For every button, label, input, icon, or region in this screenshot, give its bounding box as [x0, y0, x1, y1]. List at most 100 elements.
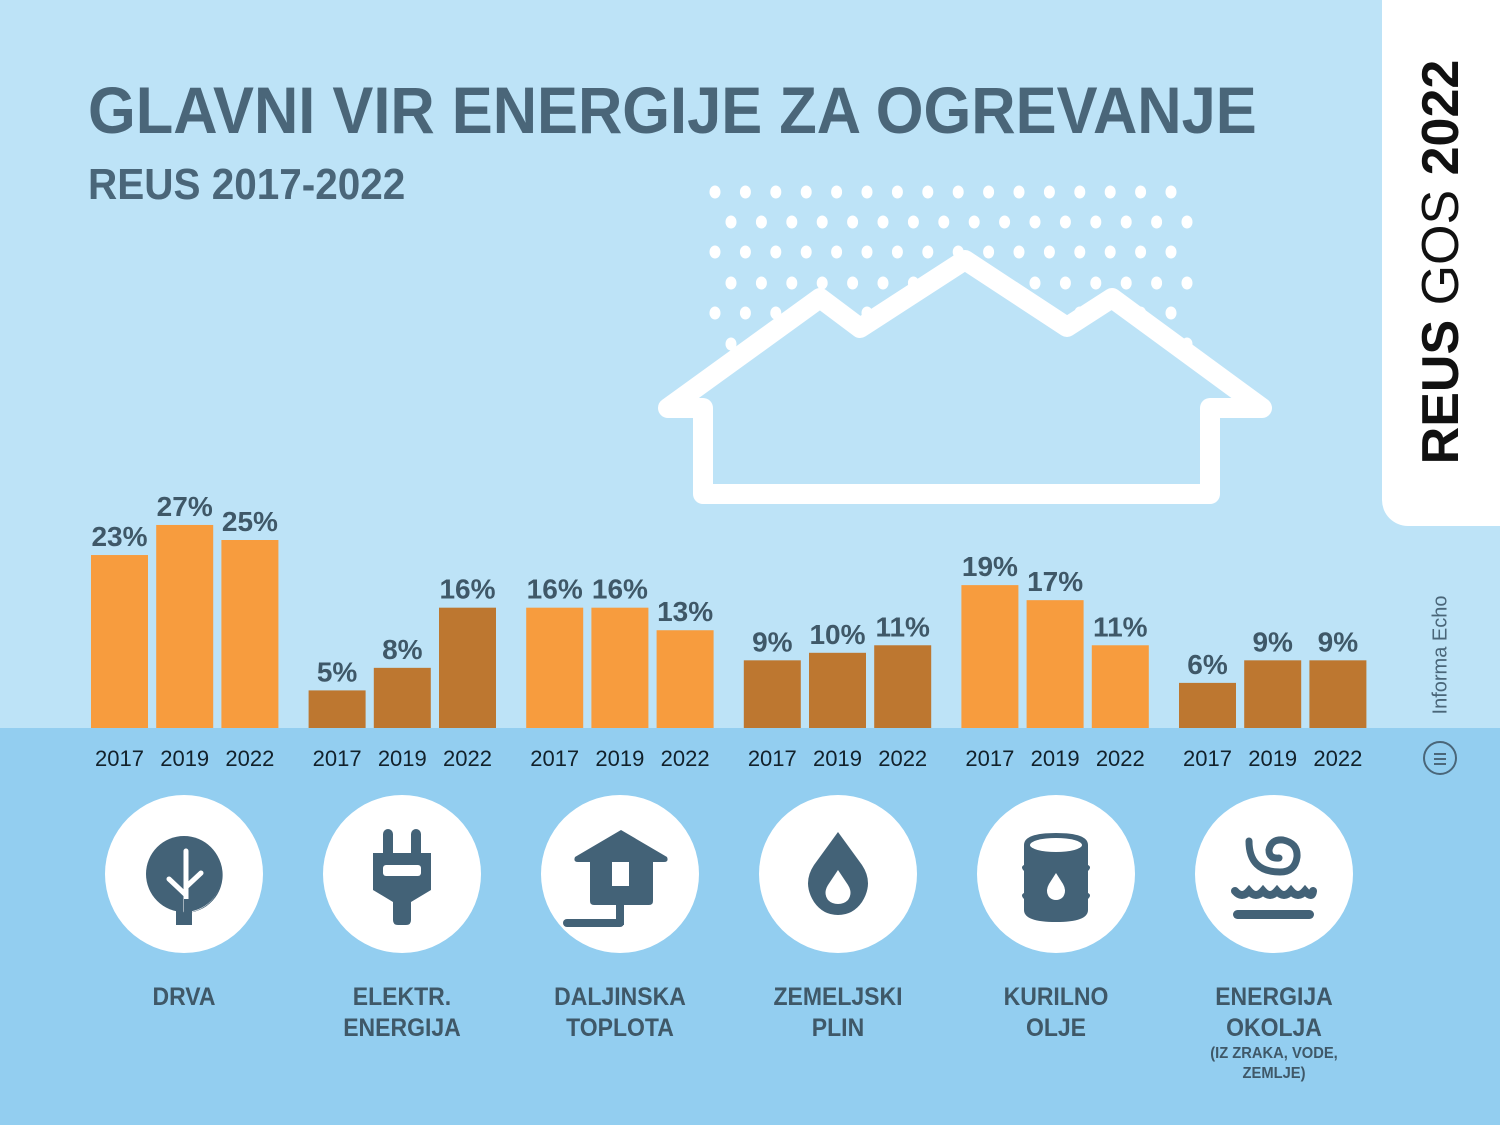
- year-tick-label: 2022: [1096, 746, 1145, 771]
- data-label: 23%: [91, 521, 147, 552]
- bar: [743, 660, 801, 728]
- decor-dot: [891, 185, 903, 199]
- decor-dot: [725, 337, 737, 351]
- year-tick-label: 2017: [748, 746, 797, 771]
- decor-dot: [709, 245, 721, 259]
- data-label: 6%: [1187, 649, 1228, 680]
- decor-dot: [709, 306, 721, 320]
- decor-dot: [739, 306, 751, 320]
- category-sub1: (IZ ZRAKA, VODE,: [1210, 1045, 1338, 1062]
- oil-barrel-icon: [1022, 833, 1090, 922]
- data-label: 11%: [1093, 611, 1148, 642]
- category-line2: OLJE: [1025, 1014, 1087, 1042]
- decor-dot: [922, 245, 934, 259]
- decor-dot: [1090, 215, 1102, 229]
- data-label: 19%: [962, 551, 1018, 582]
- data-label: 16%: [592, 574, 648, 605]
- bar: [809, 652, 866, 728]
- decor-dot: [952, 185, 964, 199]
- decor-dot: [1074, 245, 1086, 259]
- bar: [874, 645, 932, 728]
- data-label: 5%: [317, 656, 358, 687]
- district-heating-house-icon: [563, 830, 668, 927]
- bar: [1244, 660, 1302, 728]
- decor-dot: [922, 185, 934, 199]
- decor-dot: [847, 215, 859, 229]
- icon-circle-drva: [105, 795, 263, 953]
- decor-dot: [1165, 245, 1177, 259]
- bar: [1091, 645, 1149, 728]
- decor-dot: [725, 215, 737, 229]
- tree-icon: [146, 836, 223, 925]
- decor-dot: [1104, 185, 1116, 199]
- decor-dot: [1135, 245, 1147, 259]
- ambient-energy-icon: [1231, 836, 1317, 919]
- category-line1: KURILNO: [1003, 983, 1109, 1011]
- bar: [373, 667, 431, 728]
- decor-dot: [1135, 185, 1147, 199]
- year-tick-label: 2017: [313, 746, 362, 771]
- decor-dot: [770, 185, 782, 199]
- data-label: 9%: [1252, 626, 1293, 657]
- year-tick-label: 2019: [595, 746, 644, 771]
- decor-dot: [968, 215, 980, 229]
- category-line1: ELEKTR.: [352, 983, 452, 1011]
- year-tick-label: 2022: [225, 746, 274, 771]
- bar: [591, 607, 649, 728]
- decor-dot: [831, 185, 843, 199]
- decor-dot: [831, 245, 843, 259]
- decor-dot: [907, 215, 919, 229]
- data-label: 10%: [809, 619, 865, 650]
- decor-dot: [983, 185, 995, 199]
- decor-dot: [1120, 215, 1132, 229]
- icon-circle-zemeljski: [759, 795, 917, 953]
- decor-dot: [770, 245, 782, 259]
- data-label: 27%: [157, 491, 213, 522]
- decor-dot: [1043, 245, 1055, 259]
- bar: [156, 524, 214, 728]
- decor-dot: [1013, 185, 1025, 199]
- decor-dot: [1104, 245, 1116, 259]
- decor-dot: [1090, 276, 1102, 290]
- decor-dot: [1120, 276, 1132, 290]
- decor-dot: [800, 245, 812, 259]
- decor-dot: [739, 245, 751, 259]
- bar: [656, 630, 714, 728]
- year-tick-label: 2019: [378, 746, 427, 771]
- decor-dot: [739, 185, 751, 199]
- side-tab: [1382, 0, 1500, 526]
- decor-dot: [786, 215, 798, 229]
- decor-dot: [983, 245, 995, 259]
- decor-dot: [999, 215, 1011, 229]
- bar: [91, 555, 148, 728]
- category-line1: ENERGIJA: [1215, 983, 1333, 1011]
- hamburger-circle-icon: [1423, 741, 1457, 775]
- category-label-drva: DRVA: [92, 982, 276, 1013]
- category-label-kurilno: KURILNO OLJE: [964, 982, 1148, 1044]
- year-tick-label: 2022: [878, 746, 927, 771]
- decor-dot: [1165, 185, 1177, 199]
- decor-dot: [1165, 306, 1177, 320]
- data-label: 13%: [657, 596, 713, 627]
- decor-dot: [1181, 215, 1193, 229]
- plug-icon: [373, 829, 431, 925]
- data-label: 9%: [752, 626, 793, 657]
- decor-dot: [861, 185, 873, 199]
- decor-dot: [861, 245, 873, 259]
- data-label: 11%: [875, 611, 930, 642]
- icon-circle-okolja: [1195, 795, 1353, 953]
- category-line1: DALJINSKA: [554, 983, 686, 1011]
- category-name: DRVA: [152, 983, 216, 1011]
- category-label-zemeljski: ZEMELJSKI PLIN: [746, 982, 930, 1044]
- decor-dot: [1059, 276, 1071, 290]
- bar: [221, 540, 279, 728]
- bar: [961, 585, 1019, 728]
- bar: [1179, 682, 1236, 728]
- decor-dot: [1013, 245, 1025, 259]
- category-sub2: ZEMLJE): [1242, 1065, 1306, 1082]
- decor-dot: [877, 276, 889, 290]
- decor-dot: [891, 245, 903, 259]
- decor-dot: [709, 185, 721, 199]
